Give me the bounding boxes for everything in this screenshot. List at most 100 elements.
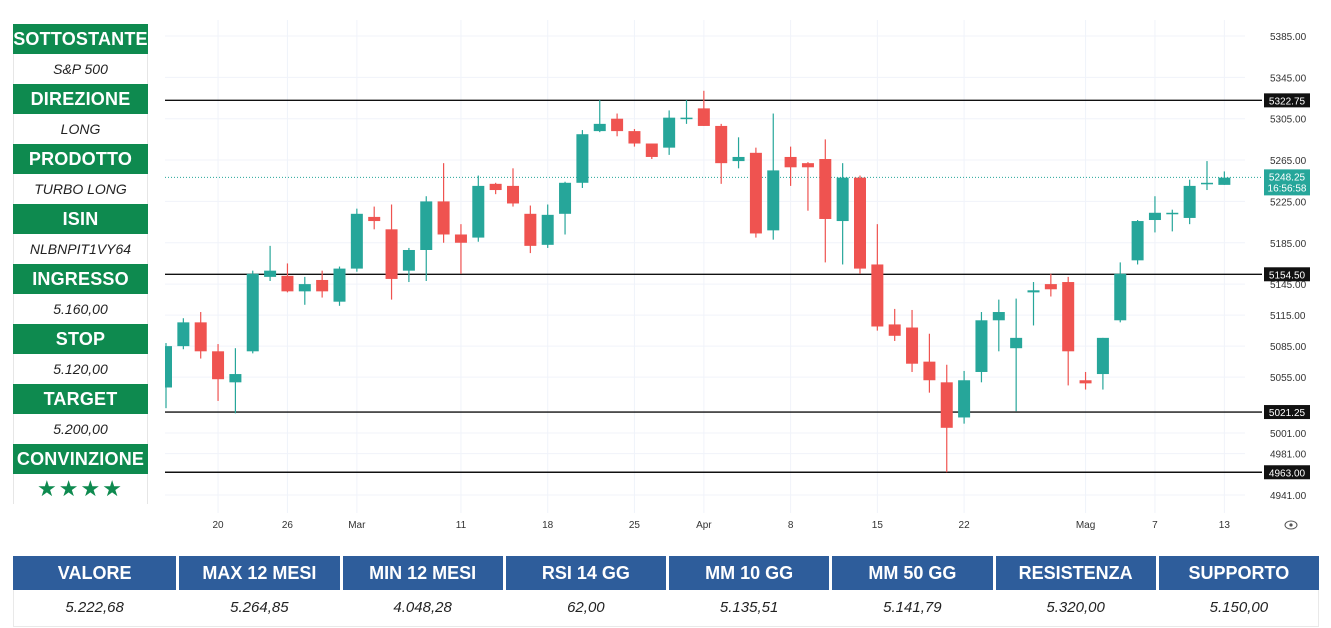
x-tick-label: 11 [456, 520, 467, 531]
side-value-7: 5.200,00 [13, 414, 148, 444]
side-value-5: 5.160,00 [13, 294, 148, 324]
candle-body [940, 382, 953, 428]
candle-body [992, 312, 1005, 321]
candle-body [507, 185, 519, 204]
stats-header-2: MAX 12 MESI [176, 556, 340, 590]
candle-body [593, 123, 606, 132]
y-tick-label: 5225.00 [1270, 197, 1307, 208]
candle-body [854, 177, 866, 269]
level-tag-label: 5154.50 [1269, 270, 1306, 281]
x-tick-label: Apr [696, 520, 712, 531]
level-tag-label: 5322.75 [1269, 96, 1306, 107]
stats-header-8: SUPPORTO [1155, 556, 1319, 590]
candle-body [177, 322, 190, 347]
level-tag-label: 4963.00 [1269, 468, 1306, 479]
candle-body [229, 374, 242, 383]
candle-body [298, 284, 311, 292]
candle-body [975, 320, 988, 372]
eye-icon[interactable] [1284, 520, 1298, 530]
y-tick-label: 5345.00 [1270, 73, 1307, 84]
stats-value-1: 5.222,68 [13, 590, 177, 624]
candle-body [165, 346, 172, 388]
candle-body [489, 183, 502, 191]
candle-body [1044, 284, 1057, 290]
candle-body [1201, 182, 1213, 185]
candle-body [1183, 185, 1196, 218]
candle-body [767, 170, 780, 231]
y-tick-label: 4981.00 [1270, 450, 1307, 461]
x-tick-label: 18 [542, 520, 554, 531]
candle-body [420, 201, 433, 250]
candle-body [212, 351, 225, 380]
stats-header-6: MM 50 GG [829, 556, 993, 590]
candle-body [368, 216, 381, 222]
x-tick-label: 22 [959, 520, 971, 531]
candle-body [1079, 380, 1092, 384]
level-tag [1264, 405, 1310, 420]
y-tick-label: 5115.00 [1270, 311, 1306, 322]
x-tick-label: 25 [629, 520, 641, 531]
side-value-4: NLBNPIT1VY64 [13, 234, 148, 264]
x-tick-label: 7 [1152, 520, 1158, 531]
candle-body [715, 125, 728, 164]
candle-body [264, 270, 277, 277]
last-price-label: 5248.25 [1269, 172, 1306, 183]
candle-body [663, 117, 676, 148]
candle-body [836, 177, 849, 222]
stats-header-1: VALORE [13, 556, 177, 590]
candle-body [611, 118, 624, 132]
candle-body [801, 163, 814, 168]
side-label-4: ISIN [13, 204, 148, 234]
stats-header-4: RSI 14 GG [502, 556, 666, 590]
candle-body [1027, 290, 1040, 293]
candle-body [402, 249, 415, 271]
candle-body [1010, 337, 1023, 349]
stats-header-5: MM 10 GG [666, 556, 830, 590]
stats-value-2: 5.264,85 [176, 590, 340, 624]
candle-body [194, 322, 207, 352]
candle-body [958, 380, 971, 418]
stats-value-5: 5.135,51 [666, 590, 830, 624]
level-tag [1264, 93, 1310, 108]
candle-body [819, 159, 832, 219]
level-tag [1264, 465, 1310, 480]
candle-body [437, 201, 450, 235]
stats-header-3: MIN 12 MESI [339, 556, 503, 590]
side-label-5: INGRESSO [13, 264, 148, 294]
stats-value-7: 5.320,00 [992, 590, 1156, 624]
candle-body [888, 324, 901, 336]
candle-body [1114, 273, 1127, 321]
stats-value-4: 62,00 [502, 590, 666, 624]
side-value-6: 5.120,00 [13, 354, 148, 384]
level-tag-label: 5021.25 [1269, 408, 1306, 419]
candle-body [906, 327, 919, 364]
y-tick-label: 5265.00 [1270, 156, 1307, 167]
side-value-8: ★★★★ [13, 474, 148, 504]
candle-body [316, 279, 329, 292]
candle-body [871, 264, 884, 327]
x-tick-label: Mag [1076, 520, 1095, 531]
stats-header-row: VALORE MAX 12 MESI MIN 12 MESI RSI 14 GG MM … [13, 556, 1319, 590]
candle-body [645, 143, 658, 157]
candle-body [680, 117, 693, 120]
y-tick-label: 5085.00 [1270, 342, 1307, 353]
x-tick-label: 13 [1219, 520, 1231, 531]
x-tick-label: 26 [282, 520, 294, 531]
candle-body [1062, 282, 1075, 352]
candle-body [1148, 212, 1161, 221]
candle-body [350, 213, 363, 269]
chart-svg: 4941.00 4981.00 5001.00 5055.00 5085.00 5115.… [165, 20, 1310, 531]
side-label-3: PRODOTTO [13, 144, 148, 174]
y-tick-label: 5385.00 [1270, 32, 1307, 43]
candle-body [1218, 177, 1231, 185]
candle-body [559, 182, 572, 214]
candle-body [923, 361, 936, 381]
candlestick-chart: 4941.00 4981.00 5001.00 5055.00 5085.00 5115.… [165, 20, 1320, 540]
candle-body [628, 131, 641, 144]
x-tick-label: 15 [872, 520, 884, 531]
side-value-3: TURBO LONG [13, 174, 148, 204]
eye-icon-outline [1284, 520, 1298, 530]
candle-body [576, 134, 589, 183]
candle-body [541, 214, 554, 245]
side-label-7: TARGET [13, 384, 148, 414]
